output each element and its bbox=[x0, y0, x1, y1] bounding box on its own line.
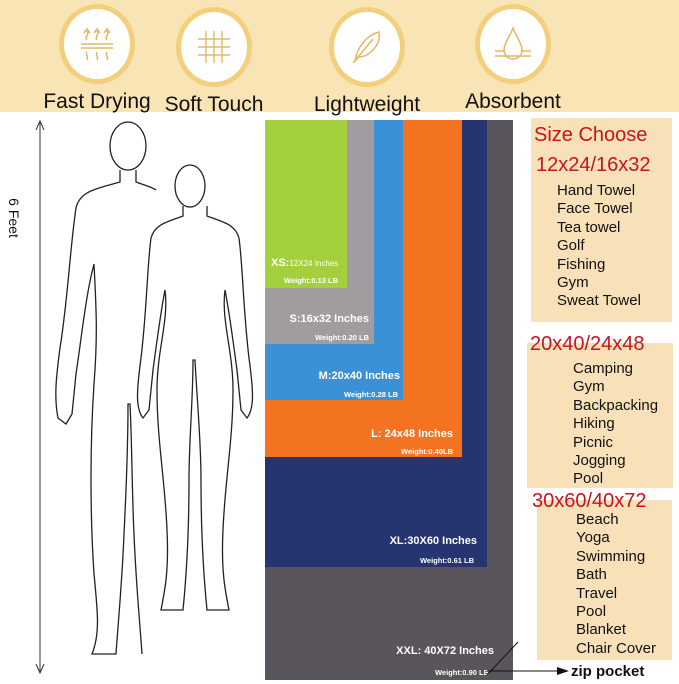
water-drop-icon bbox=[475, 4, 551, 84]
towel-size-label: XL:30X60 Inches bbox=[389, 535, 477, 547]
towel-size-label: L: 24x48 Inches bbox=[371, 428, 453, 440]
towel-xs bbox=[265, 120, 347, 288]
use-item: Chair Cover bbox=[576, 639, 657, 657]
use-item: Fishing bbox=[557, 255, 606, 273]
use-item: Swimming bbox=[576, 547, 646, 565]
size-group-box-2 bbox=[527, 343, 673, 488]
feather-icon bbox=[329, 7, 405, 87]
use-item: Hand Towel bbox=[557, 182, 636, 199]
use-item: Beach bbox=[576, 511, 619, 528]
towel-size-label: S:16x32 Inches bbox=[289, 313, 370, 325]
height-arrow bbox=[35, 119, 45, 675]
towel-weight-label: Weight:0.61 LB bbox=[419, 556, 474, 565]
towel-weight-label: Weight:0.90 LB bbox=[434, 668, 489, 677]
male-figure-outline bbox=[55, 121, 157, 655]
size-group-title: 20x40/24x48 bbox=[530, 333, 645, 355]
female-figure-outline bbox=[136, 164, 254, 611]
zip-pocket-label: zip pocket bbox=[571, 663, 645, 680]
feature-soft-touch: Soft Touch bbox=[154, 7, 274, 117]
feature-fast-drying: Fast Drying bbox=[37, 4, 157, 114]
feature-label: Fast Drying bbox=[43, 90, 151, 113]
size-group-title: 30x60/40x72 bbox=[532, 490, 647, 512]
feature-absorbent: Absorbent bbox=[453, 4, 573, 114]
feature-lightweight: Lightweight bbox=[307, 7, 427, 117]
towel-size-label: XXL: 40X72 Inches bbox=[396, 645, 494, 657]
use-item: Blanket bbox=[576, 621, 627, 639]
use-item: Hiking bbox=[573, 415, 615, 433]
fabric-weave-icon bbox=[176, 7, 252, 87]
use-item: Pool bbox=[573, 470, 604, 488]
feature-label: Lightweight bbox=[313, 93, 421, 116]
towel-weight-label: Weight:0.20 LB bbox=[314, 333, 369, 342]
towel-weight-label: Weight:0.40LB bbox=[401, 447, 453, 456]
feature-label: Absorbent bbox=[465, 90, 561, 113]
use-item: Yoga bbox=[576, 529, 610, 547]
use-item: Picnic bbox=[573, 433, 614, 451]
use-item: Face Towel bbox=[557, 200, 633, 218]
towel-weight-label: Weight:0.28 LB bbox=[343, 390, 398, 399]
human-silhouettes bbox=[55, 121, 254, 655]
towel-size-label: M:20x40 Inches bbox=[318, 370, 400, 382]
use-item: Golf bbox=[557, 237, 585, 255]
use-list: Camping Gym Backpacking Hiking Picnic Jo… bbox=[573, 360, 658, 489]
use-list: Beach Yoga Swimming Bath Travel Pool Bla… bbox=[576, 511, 656, 658]
use-item: Sweat Towel bbox=[557, 292, 641, 310]
size-group-box-1 bbox=[531, 118, 672, 322]
features-banner: Fast Drying Soft Touch Lightweight Absor… bbox=[0, 0, 679, 116]
use-item: Pool bbox=[576, 603, 607, 621]
towel-size-label: XS:12X24 Inches bbox=[271, 257, 338, 269]
zip-pointer bbox=[486, 641, 569, 676]
size-prefix: XS: bbox=[271, 257, 290, 269]
use-item: Tea towel bbox=[557, 218, 621, 236]
use-item: Gym bbox=[573, 378, 605, 396]
use-item: Gym bbox=[557, 274, 589, 292]
use-list: Hand Towel Face Towel Tea towel Golf Fis… bbox=[557, 182, 641, 311]
heat-waves-icon bbox=[59, 4, 135, 84]
use-item: Backpacking bbox=[573, 396, 659, 414]
use-item: Bath bbox=[576, 566, 607, 584]
towel-weight-label: Weight:0.13 LB bbox=[284, 276, 339, 285]
size-value: 12X24 Inches bbox=[289, 259, 339, 268]
feature-label: Soft Touch bbox=[164, 93, 264, 116]
size-choose-title: Size Choose bbox=[534, 124, 648, 146]
use-item: Camping bbox=[573, 360, 634, 377]
size-group-box-3 bbox=[537, 500, 672, 660]
size-group-title: 12x24/16x32 bbox=[536, 154, 651, 176]
use-item: Travel bbox=[576, 584, 618, 602]
use-item: Jogging bbox=[573, 452, 626, 470]
height-label: 6 Feet bbox=[5, 198, 22, 238]
